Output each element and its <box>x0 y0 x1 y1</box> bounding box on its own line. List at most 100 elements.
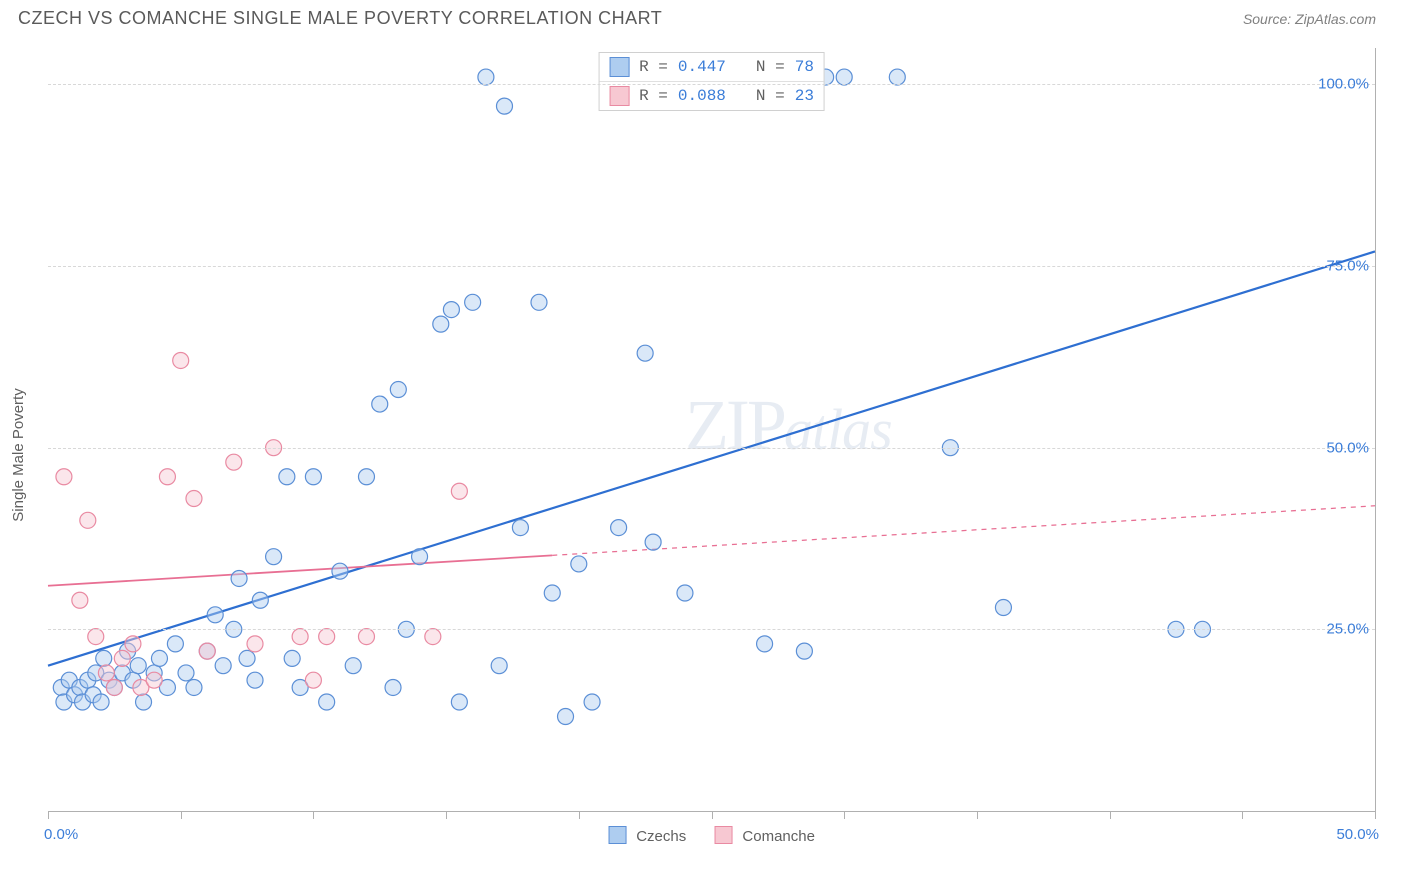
data-point <box>478 69 494 85</box>
swatch-comanche-icon <box>609 86 629 106</box>
x-tick <box>1375 811 1376 819</box>
plot-area: ZIPatlas R = 0.447 N = 78 R = 0.088 N = … <box>48 48 1376 812</box>
x-axis-min-label: 0.0% <box>44 826 78 843</box>
y-tick-label: 75.0% <box>1326 258 1369 275</box>
data-point <box>207 607 223 623</box>
r-value-czechs: 0.447 <box>678 58 726 76</box>
data-point <box>266 549 282 565</box>
data-point <box>345 658 361 674</box>
data-point <box>319 629 335 645</box>
y-tick-label: 25.0% <box>1326 621 1369 638</box>
data-point <box>279 469 295 485</box>
data-point <box>305 672 321 688</box>
x-tick <box>181 811 182 819</box>
data-point <box>433 316 449 332</box>
trend-line <box>48 251 1375 665</box>
data-point <box>889 69 905 85</box>
y-tick-label: 100.0% <box>1318 76 1369 93</box>
data-point <box>93 694 109 710</box>
data-point <box>114 650 130 666</box>
r-label: R = <box>639 87 668 105</box>
data-point <box>544 585 560 601</box>
data-point <box>186 679 202 695</box>
data-point <box>496 98 512 114</box>
data-point <box>319 694 335 710</box>
r-value-comanche: 0.088 <box>678 87 726 105</box>
data-point <box>571 556 587 572</box>
trend-line <box>48 555 552 585</box>
data-point <box>412 549 428 565</box>
data-point <box>836 69 852 85</box>
data-point <box>80 512 96 528</box>
data-point <box>390 382 406 398</box>
data-point <box>796 643 812 659</box>
x-tick <box>844 811 845 819</box>
source-attribution: Source: ZipAtlas.com <box>1243 11 1376 27</box>
data-point <box>284 650 300 666</box>
data-point <box>757 636 773 652</box>
x-tick <box>712 811 713 819</box>
data-point <box>72 592 88 608</box>
gridline <box>48 84 1375 85</box>
legend-label: Czechs <box>636 828 686 845</box>
data-point <box>451 694 467 710</box>
n-value-comanche: 23 <box>795 87 814 105</box>
data-point <box>611 520 627 536</box>
data-point <box>88 629 104 645</box>
legend-swatch-czechs-icon <box>608 826 626 844</box>
data-point <box>125 636 141 652</box>
data-point <box>252 592 268 608</box>
data-point <box>584 694 600 710</box>
data-point <box>358 629 374 645</box>
data-point <box>512 520 528 536</box>
data-point <box>151 650 167 666</box>
data-point <box>146 672 162 688</box>
n-label: N = <box>756 58 785 76</box>
data-point <box>292 629 308 645</box>
x-tick <box>1242 811 1243 819</box>
legend-item-comanche: Comanche <box>714 826 815 845</box>
data-point <box>247 636 263 652</box>
legend-swatch-comanche-icon <box>714 826 732 844</box>
data-point <box>385 679 401 695</box>
data-point <box>451 483 467 499</box>
x-tick <box>313 811 314 819</box>
data-point <box>372 396 388 412</box>
chart-container: Single Male Poverty ZIPatlas R = 0.447 N… <box>18 48 1376 862</box>
data-point <box>239 650 255 666</box>
data-point <box>677 585 693 601</box>
y-tick-label: 50.0% <box>1326 439 1369 456</box>
data-point <box>247 672 263 688</box>
data-point <box>106 679 122 695</box>
x-tick <box>977 811 978 819</box>
data-point <box>637 345 653 361</box>
data-point <box>159 469 175 485</box>
n-value-czechs: 78 <box>795 58 814 76</box>
data-point <box>226 454 242 470</box>
legend: Czechs Comanche <box>608 826 815 845</box>
gridline <box>48 448 1375 449</box>
data-point <box>136 694 152 710</box>
r-label: R = <box>639 58 668 76</box>
x-tick <box>579 811 580 819</box>
data-point <box>995 600 1011 616</box>
x-axis-max-label: 50.0% <box>1336 826 1379 843</box>
stats-row-czechs: R = 0.447 N = 78 <box>599 53 824 81</box>
gridline <box>48 266 1375 267</box>
data-point <box>491 658 507 674</box>
data-point <box>558 709 574 725</box>
correlation-stats-box: R = 0.447 N = 78 R = 0.088 N = 23 <box>598 52 825 111</box>
stats-row-comanche: R = 0.088 N = 23 <box>599 81 824 110</box>
data-point <box>305 469 321 485</box>
data-point <box>231 570 247 586</box>
data-point <box>531 294 547 310</box>
data-point <box>465 294 481 310</box>
x-tick <box>446 811 447 819</box>
legend-item-czechs: Czechs <box>608 826 686 845</box>
data-point <box>215 658 231 674</box>
n-label: N = <box>756 87 785 105</box>
data-point <box>173 352 189 368</box>
data-point <box>199 643 215 659</box>
data-point <box>98 665 114 681</box>
data-point <box>332 563 348 579</box>
